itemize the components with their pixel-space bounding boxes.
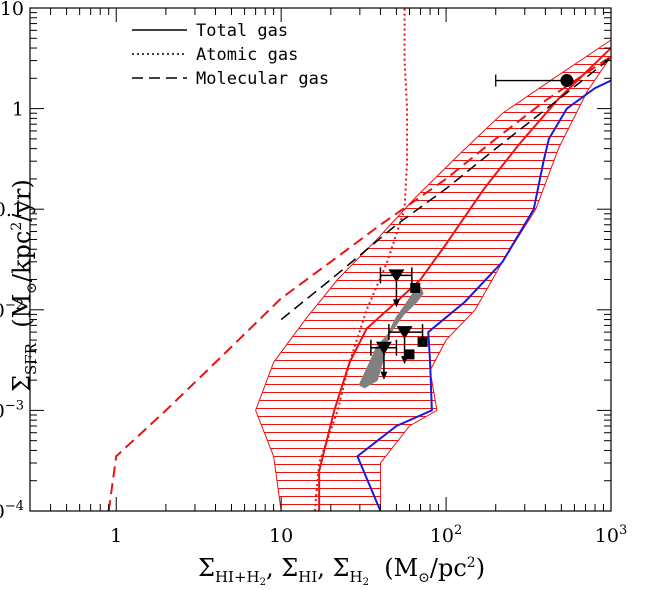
series-line-0-red-solid — [318, 47, 611, 511]
legend-label-dotted: Atomic gas — [196, 45, 298, 65]
hatched-band — [255, 39, 611, 511]
y-tick-label: 1 — [12, 99, 24, 121]
y-tick-label: 10−4 — [0, 499, 24, 523]
y-tick-label: 10−3 — [0, 398, 24, 422]
data-point-3-triangle-down — [370, 339, 398, 380]
series-line-4-blue-solid — [356, 79, 611, 511]
legend: Total gas Atomic gas Molecular gas — [132, 21, 329, 89]
data-point-0-circle — [495, 74, 574, 88]
y-tick-label: 10−2 — [0, 298, 24, 322]
series-line-1-red-dotted — [313, 8, 409, 511]
y-axis-label: ΣSFR (M⊙/kpc2/yr) — [8, 179, 40, 392]
x-tick-label: 103 — [595, 523, 627, 547]
tick-marks — [29, 7, 612, 512]
data-point-6-square — [404, 349, 415, 360]
x-tick-label: 102 — [430, 523, 462, 547]
series-line-3-black-dashed — [280, 57, 611, 321]
x-tick-label: 1 — [110, 525, 122, 547]
x-tick-label: 10 — [269, 525, 293, 547]
plot-frame — [29, 7, 612, 512]
series-line-2-red-dashed — [107, 55, 611, 511]
axes-frame — [29, 7, 612, 512]
data-point-5-square — [417, 336, 428, 347]
y-tick-label: 0.1 — [0, 199, 24, 221]
y-tick-label: 10 — [0, 0, 24, 20]
data-point-4-square — [410, 282, 421, 293]
legend-label-dashed: Molecular gas — [196, 69, 329, 89]
x-axis-label: ΣHI+H2, ΣHI, ΣH2 (M⊙/pc2) — [198, 554, 485, 588]
plot-area — [107, 8, 611, 511]
legend-label-solid: Total gas — [196, 21, 288, 41]
tick-labels: 1 10 102 103 10−4 10−3 10−2 0.1 1 10 — [0, 0, 627, 547]
data-point-1-triangle-down — [379, 267, 413, 308]
